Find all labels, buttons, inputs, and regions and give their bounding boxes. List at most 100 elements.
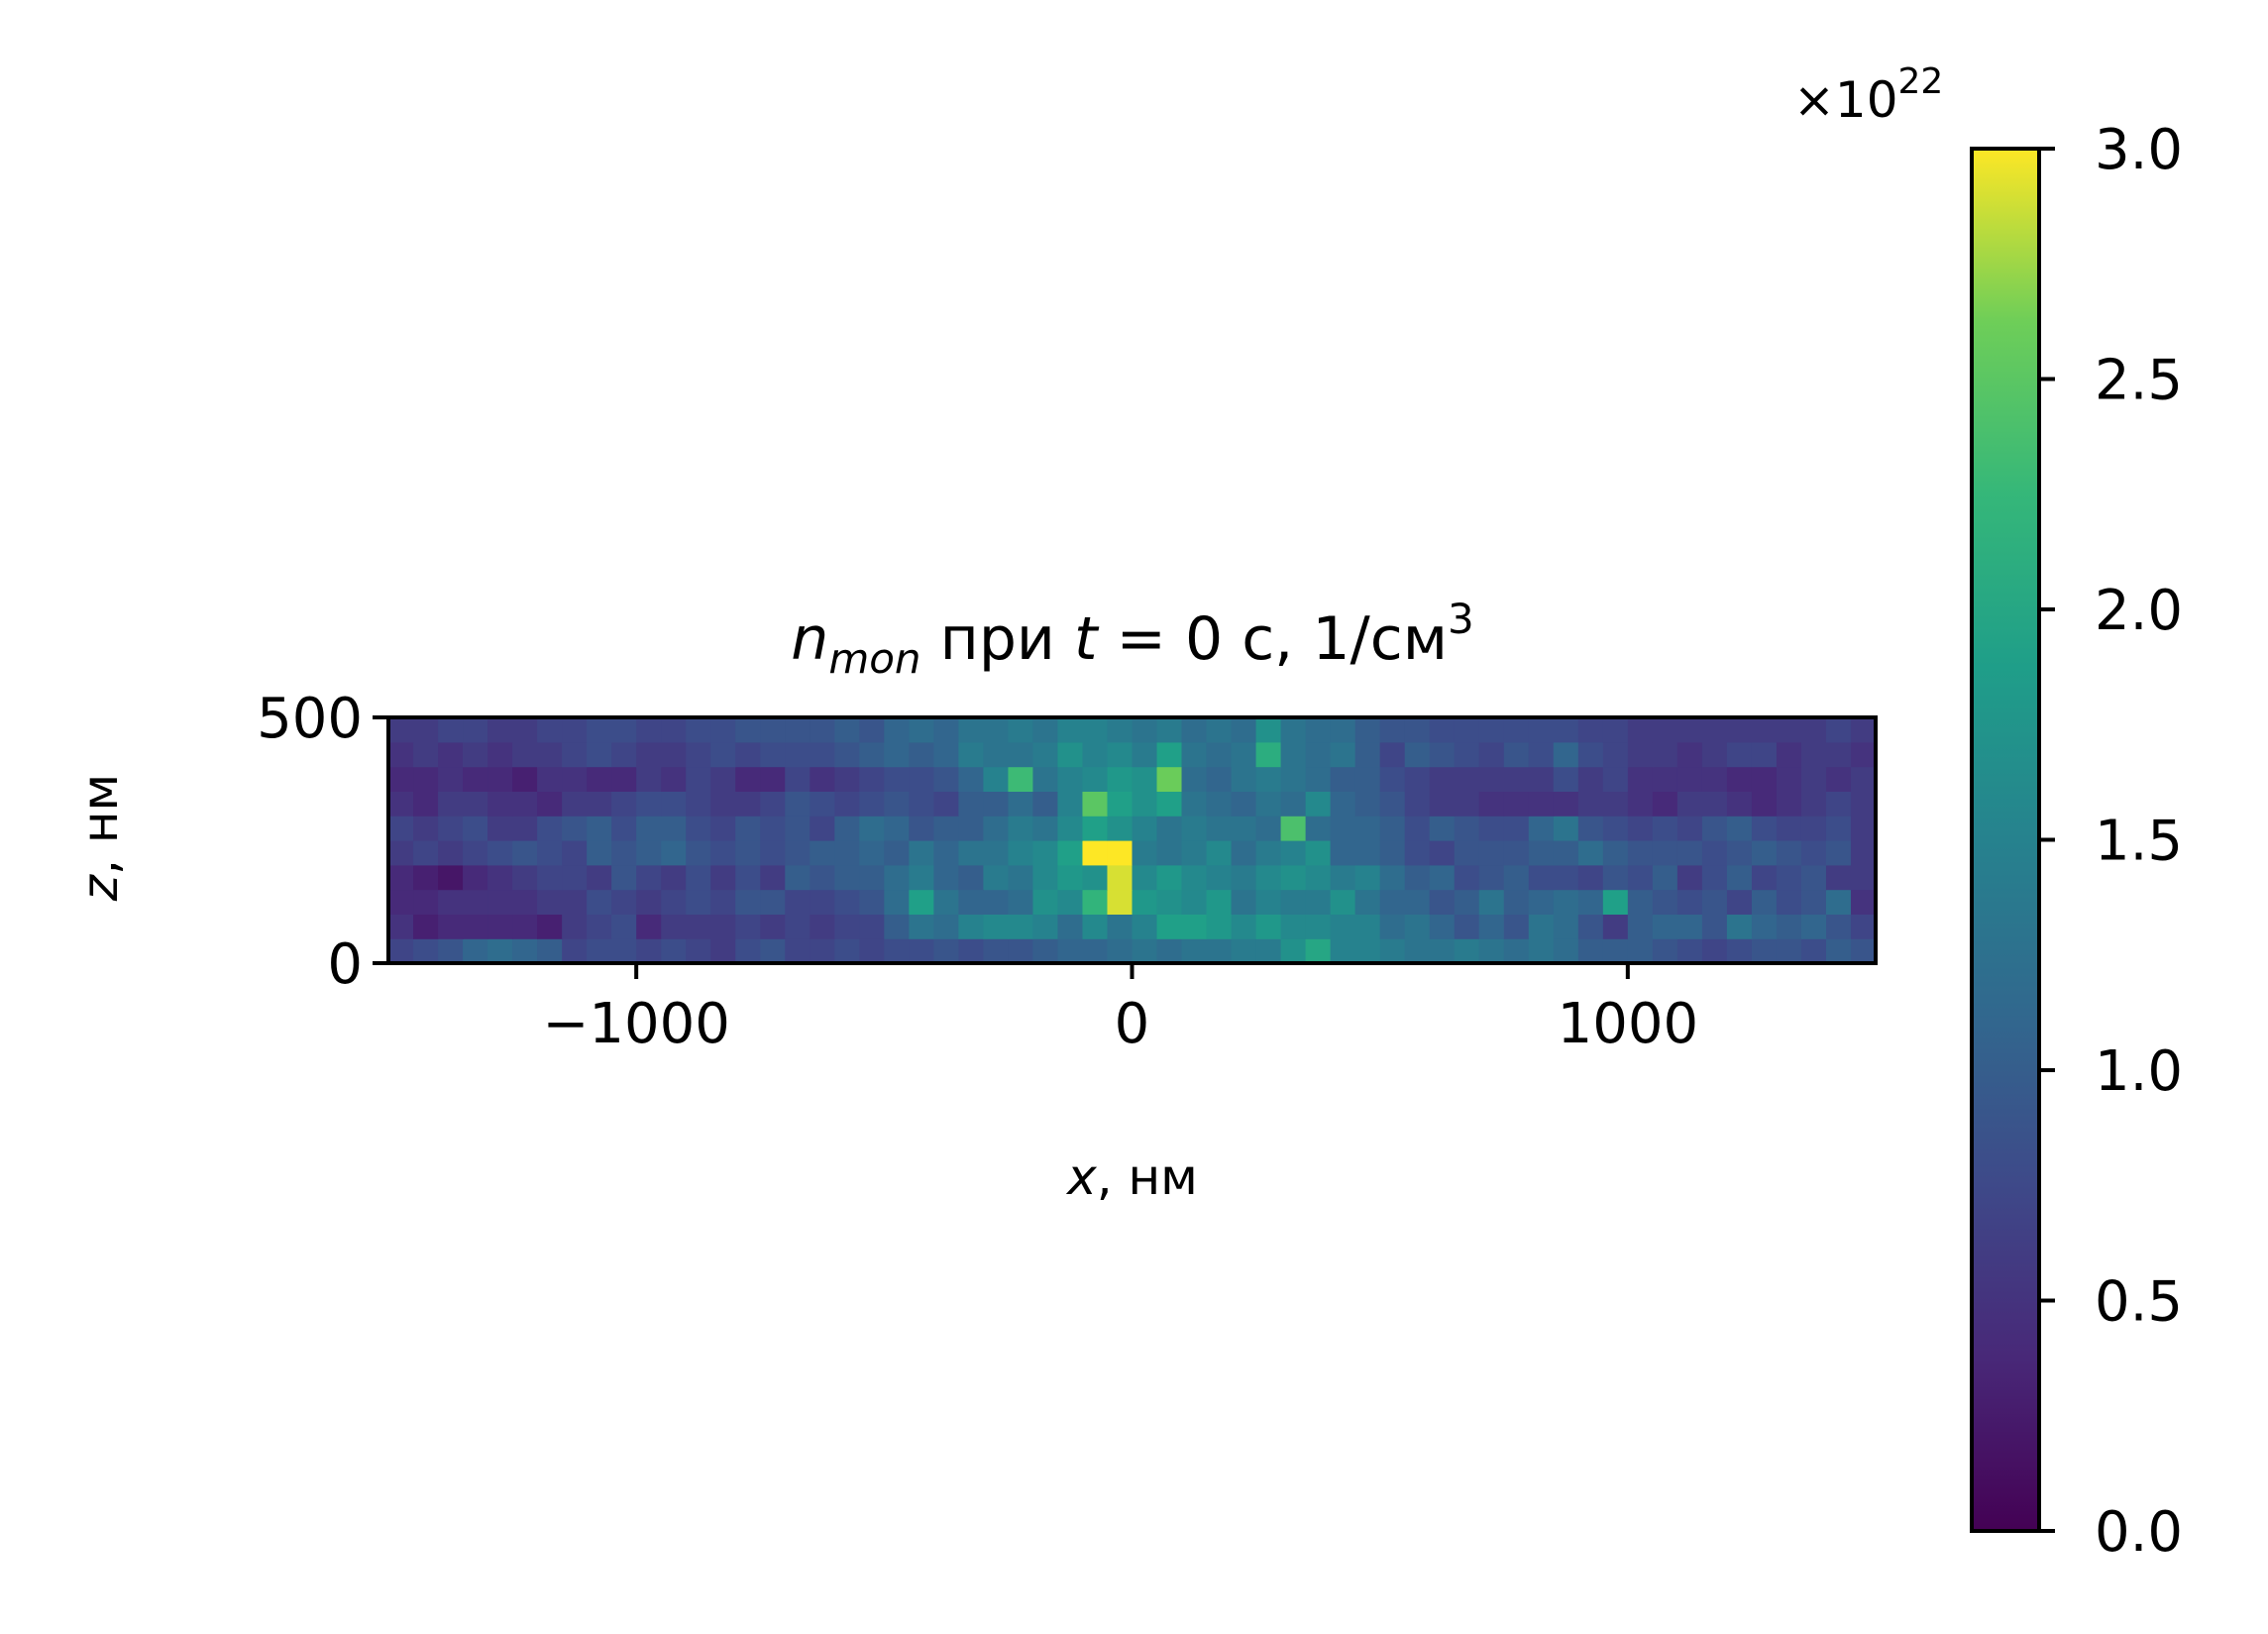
heatmap-cell	[1726, 766, 1753, 792]
heatmap-cell	[1652, 840, 1678, 866]
heatmap-cell	[512, 914, 538, 939]
heatmap-cell	[686, 717, 711, 743]
heatmap-cell	[1255, 816, 1282, 841]
heatmap-cell	[438, 816, 464, 841]
heatmap-cell	[1800, 766, 1827, 792]
heatmap-cell	[958, 717, 984, 743]
heatmap-cell	[512, 717, 538, 743]
heatmap-cell	[1057, 914, 1084, 939]
heatmap-cell	[1577, 889, 1604, 915]
heatmap-cell	[1726, 791, 1753, 817]
heatmap-cell	[388, 889, 414, 915]
heatmap-cell	[1330, 766, 1356, 792]
heatmap-cell	[1776, 889, 1802, 915]
heatmap-cell	[760, 914, 786, 939]
heatmap-cell	[661, 791, 687, 817]
heatmap-cell	[562, 766, 588, 792]
heatmap-cell	[1825, 914, 1852, 939]
heatmap-cell	[611, 816, 637, 841]
heatmap-cell	[859, 914, 885, 939]
heatmap-cell	[1751, 840, 1778, 866]
heatmap-cell	[1627, 914, 1654, 939]
heatmap-cell	[1701, 938, 1728, 964]
heatmap-cell	[1181, 889, 1208, 915]
heatmap-cell	[1577, 791, 1604, 817]
colorbar-tick-label: 0.5	[2095, 1270, 2183, 1335]
heatmap-cell	[487, 791, 513, 817]
heatmap-cell	[1156, 766, 1183, 792]
heatmap-cell	[1132, 864, 1158, 891]
heatmap-cell	[1280, 864, 1307, 891]
heatmap-cell	[884, 914, 910, 939]
heatmap-cell	[909, 741, 934, 768]
heatmap-cell	[1082, 766, 1109, 792]
heatmap-cell	[1206, 938, 1233, 964]
heatmap-cell	[1057, 840, 1084, 866]
heatmap-cell	[1652, 766, 1678, 792]
heatmap-cell	[1231, 889, 1257, 915]
heatmap-cell	[760, 889, 786, 915]
heatmap-cell	[1429, 840, 1456, 866]
x-tick-label: 1000	[1558, 992, 1699, 1056]
heatmap-cell	[1305, 816, 1332, 841]
heatmap-cell	[859, 741, 885, 768]
heatmap-cell	[1776, 914, 1802, 939]
heatmap-cell	[587, 766, 612, 792]
heatmap-cell	[537, 816, 563, 841]
heatmap-cell	[1008, 914, 1034, 939]
heatmap-cell	[611, 766, 637, 792]
heatmap-cell	[785, 938, 810, 964]
heatmap-cell	[1577, 914, 1604, 939]
heatmap-cell	[735, 816, 761, 841]
heatmap-cell	[636, 914, 662, 939]
heatmap-cell	[1082, 864, 1109, 891]
heatmap-cell	[1354, 766, 1381, 792]
heatmap-cell	[1305, 791, 1332, 817]
heatmap-cell	[1379, 889, 1406, 915]
heatmap-cell	[1280, 766, 1307, 792]
heatmap-cell	[1478, 889, 1505, 915]
heatmap-cell	[587, 840, 612, 866]
heatmap-cell	[1132, 741, 1158, 768]
heatmap-cell	[1751, 741, 1778, 768]
heatmap-cell	[1008, 864, 1034, 891]
heatmap-cell	[1577, 864, 1604, 891]
heatmap-cell	[1602, 864, 1629, 891]
heatmap-cell	[785, 816, 810, 841]
heatmap-cell	[661, 717, 687, 743]
heatmap-cell	[1008, 791, 1034, 817]
heatmap-cell	[1404, 816, 1431, 841]
heatmap-cell	[463, 791, 488, 817]
heatmap-cell	[810, 938, 835, 964]
heatmap-cell	[1082, 816, 1109, 841]
heatmap-cell	[710, 889, 736, 915]
heatmap-cell	[1330, 741, 1356, 768]
heatmap-cell	[537, 840, 563, 866]
heatmap-cell	[1627, 791, 1654, 817]
heatmap-cell	[661, 840, 687, 866]
y-axis-label-rest: , нм	[71, 774, 129, 875]
heatmap-cell	[1553, 741, 1579, 768]
heatmap-cell	[512, 840, 538, 866]
heatmap-cell	[1008, 889, 1034, 915]
heatmap-cell	[438, 889, 464, 915]
heatmap-cell	[1032, 914, 1059, 939]
heatmap-cell	[1255, 741, 1282, 768]
heatmap-cell	[735, 864, 761, 891]
heatmap-cell	[1354, 840, 1381, 866]
heatmap-cell	[1553, 791, 1579, 817]
heatmap-cell	[1676, 938, 1703, 964]
heatmap-cell	[710, 840, 736, 866]
heatmap-cell	[983, 914, 1010, 939]
heatmap-cell	[1751, 717, 1778, 743]
heatmap-cell	[1726, 889, 1753, 915]
heatmap-cell	[1280, 938, 1307, 964]
heatmap-cell	[487, 741, 513, 768]
heatmap-cell	[413, 741, 439, 768]
heatmap-cell	[1057, 717, 1084, 743]
heatmap-cell	[388, 938, 414, 964]
heatmap-cell	[958, 741, 984, 768]
heatmap-cell	[785, 741, 810, 768]
heatmap-cell	[983, 766, 1010, 792]
heatmap-cell	[1057, 938, 1084, 964]
